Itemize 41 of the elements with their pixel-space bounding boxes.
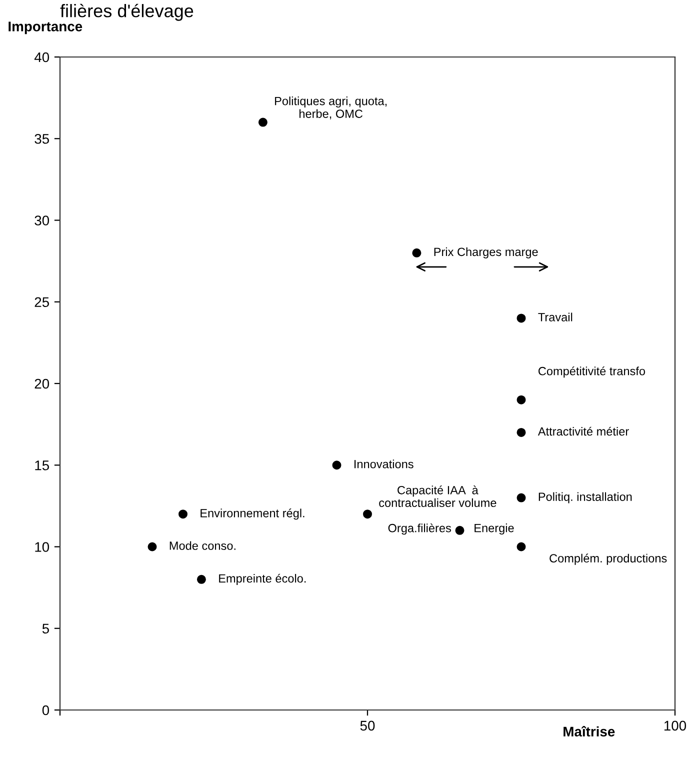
y-tick-label: 30 xyxy=(34,216,50,226)
point xyxy=(455,526,464,535)
point xyxy=(332,460,342,470)
point xyxy=(516,314,526,323)
annotation: Capacité IAA à contractualiser volume xyxy=(379,486,496,508)
point xyxy=(178,510,188,519)
y-tick-label: 0 xyxy=(42,705,50,716)
annotation: Complém. productions xyxy=(550,554,667,565)
annotation: Empreinte écolo. xyxy=(219,574,306,585)
annotation: Innovations xyxy=(354,460,414,468)
annotation: Energie xyxy=(474,524,514,535)
point xyxy=(516,493,526,502)
y-tick-label: 35 xyxy=(34,134,50,144)
y-tick-label: 20 xyxy=(34,378,50,389)
point xyxy=(363,510,372,519)
point xyxy=(516,542,526,552)
point xyxy=(516,428,526,437)
annotation: Mode conso. xyxy=(170,541,236,550)
chart-title: filières d'élevage xyxy=(60,4,194,21)
y-tick-label: 40 xyxy=(34,52,50,62)
annotation: Orga.filières xyxy=(388,523,451,535)
annotation: Politiq. installation xyxy=(538,492,632,504)
point xyxy=(516,395,526,404)
annotation: Environnement régl. xyxy=(200,508,304,520)
annotation: Attractivité métier xyxy=(538,426,629,436)
annotation: Politiques agri, quota, herbe, OMC xyxy=(275,96,387,120)
point xyxy=(412,248,422,258)
x-tick-label: 50 xyxy=(360,720,375,731)
y-axis-title: Importance xyxy=(8,22,82,34)
x-tick-label: 100 xyxy=(664,720,686,731)
y-tick-label: 15 xyxy=(35,460,50,470)
y-tick-label: 5 xyxy=(42,624,49,634)
annotation: Prix Charges marge xyxy=(434,247,538,258)
point xyxy=(196,574,206,584)
point xyxy=(258,118,268,127)
y-tick-label: 10 xyxy=(35,542,50,552)
x-axis-title: Maîtrise xyxy=(564,726,615,737)
y-tick-label: 25 xyxy=(34,297,50,308)
point xyxy=(148,542,157,552)
annotation: Compétitivité transfo xyxy=(538,366,646,378)
annotation: Travail xyxy=(538,312,572,322)
